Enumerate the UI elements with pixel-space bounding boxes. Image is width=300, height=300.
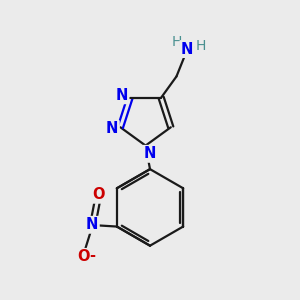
- Text: O: O: [78, 249, 90, 264]
- Text: N: N: [86, 217, 98, 232]
- Text: O: O: [92, 187, 105, 202]
- Text: N: N: [116, 88, 128, 103]
- Text: N: N: [143, 146, 156, 161]
- Text: N: N: [181, 42, 193, 57]
- Text: H: H: [195, 38, 206, 52]
- Text: N: N: [106, 121, 118, 136]
- Text: -: -: [90, 248, 96, 262]
- Text: H: H: [171, 35, 182, 49]
